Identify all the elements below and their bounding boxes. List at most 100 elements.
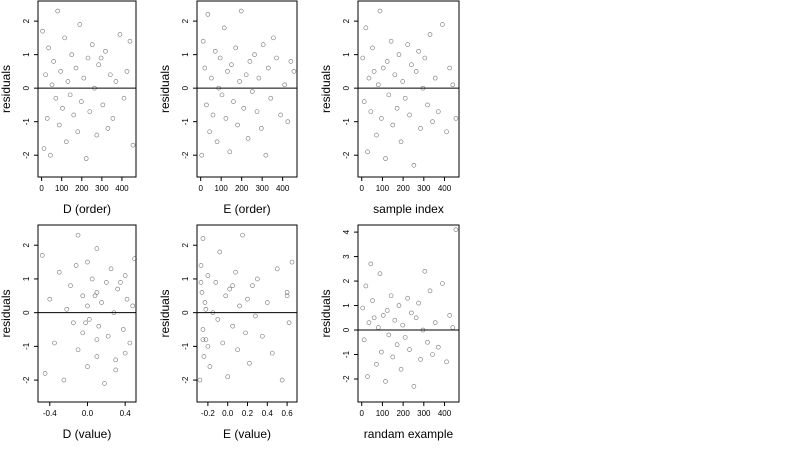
point [422, 55, 428, 61]
x-tick-label: 100 [376, 184, 390, 193]
point [85, 259, 90, 265]
point [392, 72, 398, 78]
point [268, 95, 274, 101]
point [375, 82, 381, 88]
point [425, 339, 430, 345]
point [233, 269, 238, 275]
point [247, 59, 253, 64]
point [212, 48, 218, 54]
point [39, 253, 45, 258]
point [221, 25, 227, 31]
point [371, 315, 377, 321]
point [94, 132, 100, 138]
point [425, 102, 430, 108]
point [288, 59, 294, 64]
point [229, 62, 234, 67]
point [94, 246, 100, 251]
point [69, 52, 75, 57]
y-tick-label: 3 [342, 254, 351, 259]
point [124, 296, 130, 302]
point [432, 75, 438, 81]
point [122, 350, 128, 356]
point [259, 126, 264, 131]
point [113, 357, 119, 363]
y-tick-label: -1 [181, 342, 190, 350]
x-tick-label: 100 [55, 184, 69, 193]
point [453, 227, 459, 232]
point [413, 69, 419, 74]
point [67, 92, 73, 98]
y-tick-label: -2 [181, 151, 190, 159]
point [411, 384, 417, 389]
point [235, 122, 240, 128]
point [75, 129, 81, 135]
x-tick-label: 0.0 [82, 409, 94, 418]
point [53, 95, 59, 101]
point [215, 317, 221, 322]
x-tick-label: -0.4 [43, 409, 57, 418]
y-tick-label: 4 [342, 229, 351, 234]
point [409, 310, 414, 316]
point [245, 296, 250, 302]
point [80, 330, 86, 336]
point [41, 146, 47, 151]
point [223, 116, 229, 121]
x-tick-label: 0.6 [282, 409, 294, 418]
point [363, 25, 369, 31]
point [366, 320, 372, 325]
point [286, 320, 292, 326]
point [274, 55, 279, 61]
point [422, 268, 428, 274]
point [380, 313, 386, 318]
y-tick-label: -2 [181, 376, 190, 384]
point [225, 69, 230, 74]
point [110, 116, 116, 121]
point [104, 280, 109, 285]
point [380, 65, 386, 71]
y-tick-label: 0 [342, 327, 351, 332]
y-tick-label: 2 [342, 18, 351, 23]
point [89, 42, 95, 47]
point [427, 288, 433, 294]
point [83, 320, 88, 326]
point [89, 276, 95, 282]
point [46, 45, 51, 51]
point [213, 280, 219, 285]
point [388, 293, 394, 299]
point [52, 340, 57, 346]
point [436, 344, 441, 350]
point [108, 266, 114, 272]
point [392, 317, 398, 323]
point [360, 55, 366, 61]
point [274, 266, 280, 272]
plot-frame [37, 224, 137, 403]
point [383, 156, 388, 161]
point [113, 367, 119, 373]
point [198, 263, 204, 268]
point [118, 280, 123, 285]
x-tick-label: 0.4 [262, 409, 274, 418]
plot-frame [196, 224, 298, 403]
y-tick-label: 1 [181, 52, 190, 57]
point [205, 344, 211, 349]
point [127, 340, 133, 346]
point [62, 35, 68, 41]
point [411, 162, 417, 168]
point [266, 65, 271, 71]
y-axis-label: residuals [319, 65, 333, 113]
y-tick-label: 1 [22, 52, 31, 57]
point [271, 35, 276, 41]
y-tick-label: -1 [181, 118, 190, 126]
y-tick-label: 0 [181, 310, 190, 315]
point [255, 276, 260, 282]
point [227, 286, 232, 292]
point [374, 132, 379, 138]
point [64, 306, 70, 312]
point [237, 79, 242, 84]
point [105, 333, 111, 339]
x-tick-label: -0.2 [201, 409, 215, 418]
point [278, 112, 283, 118]
point [40, 28, 45, 34]
point [56, 269, 62, 275]
point [87, 109, 93, 114]
